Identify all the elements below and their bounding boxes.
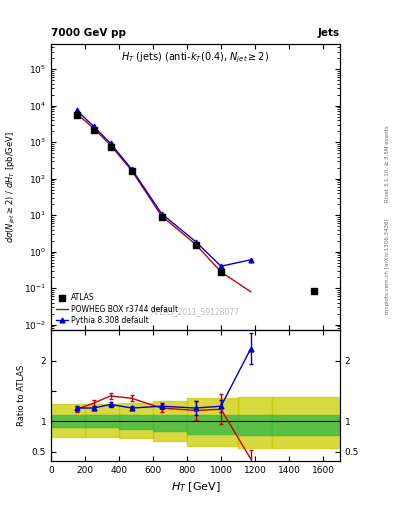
X-axis label: $H_T$ [GeV]: $H_T$ [GeV]: [171, 480, 220, 494]
Text: Rivet 3.1.10, ≥ 3.5M events: Rivet 3.1.10, ≥ 3.5M events: [385, 125, 389, 202]
Point: [73, 111, 80, 119]
Y-axis label: Ratio to ATLAS: Ratio to ATLAS: [17, 365, 26, 426]
Point: [158, 212, 165, 221]
Point: [107, 142, 114, 151]
Text: mcplots.cern.ch [arXiv:1306.3436]: mcplots.cern.ch [arXiv:1306.3436]: [385, 219, 389, 314]
Point: [129, 167, 135, 175]
Point: [311, 287, 318, 295]
Point: [193, 241, 199, 249]
Text: ATLAS_2011_S9128077: ATLAS_2011_S9128077: [151, 307, 240, 316]
Legend: ATLAS, POWHEG BOX r3744 default, Pythia 8.308 default: ATLAS, POWHEG BOX r3744 default, Pythia …: [55, 292, 180, 327]
Text: 7000 GeV pp: 7000 GeV pp: [51, 28, 126, 38]
Point: [90, 125, 97, 134]
Text: Jets: Jets: [318, 28, 340, 38]
Y-axis label: $d\sigma(N_{jet} \geq 2)\ /\ dH_{T}$ [pb/GeV]: $d\sigma(N_{jet} \geq 2)\ /\ dH_{T}$ [pb…: [5, 131, 18, 243]
Text: $H_T$ (jets) (anti-$k_T$(0.4), $N_{jet} \geq 2$): $H_T$ (jets) (anti-$k_T$(0.4), $N_{jet} …: [121, 51, 270, 65]
Point: [218, 268, 224, 276]
